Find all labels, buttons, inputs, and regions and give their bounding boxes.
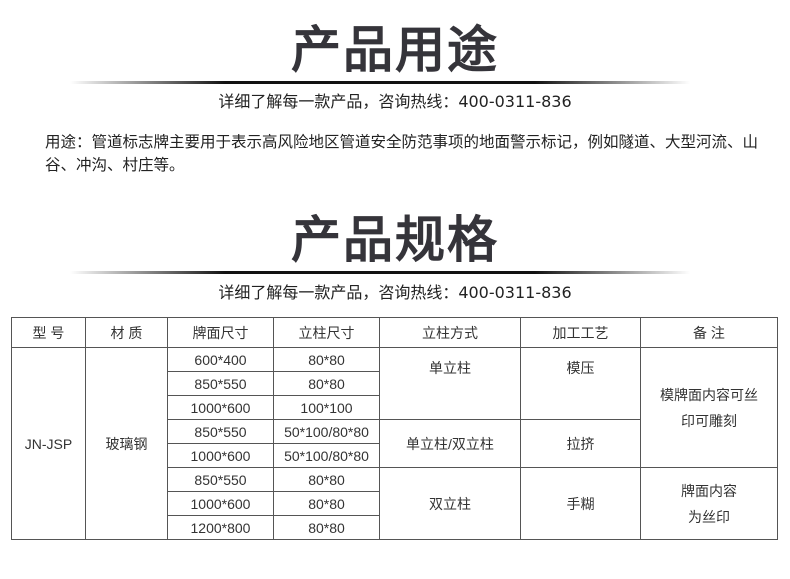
panel-size: 600*400: [167, 347, 274, 372]
post-size: 80*80: [273, 515, 380, 540]
post-size: 80*80: [273, 371, 380, 396]
mount-cell: 双立柱: [379, 467, 521, 540]
usage-title: 产品用途: [291, 21, 499, 79]
header-post-size: 立柱尺寸: [273, 317, 380, 348]
notes-cell: 牌面内容为丝印: [640, 467, 778, 540]
table-row: 1000*600 100*100: [12, 395, 778, 420]
panel-size: 850*550: [167, 419, 274, 444]
post-size: 80*80: [273, 467, 380, 492]
process-cell: 手糊: [520, 467, 641, 540]
spec-title: 产品规格: [291, 211, 499, 269]
header-model: 型 号: [11, 317, 86, 348]
post-size: 100*100: [273, 395, 380, 420]
header-mount: 立柱方式: [379, 317, 521, 348]
table-row: 850*550 50*100/80*80 单立柱/双立柱 拉挤: [12, 419, 778, 468]
panel-size: 1200*800: [167, 515, 274, 540]
panel-size: 1000*600: [167, 491, 274, 516]
process-cell: 拉挤: [520, 419, 641, 468]
mount-cell: 单立柱: [379, 347, 521, 420]
header-notes: 备 注: [640, 317, 778, 348]
mount-cell: 单立柱/双立柱: [379, 419, 521, 468]
panel-size: 1000*600: [167, 395, 274, 420]
panel-size: 850*550: [167, 467, 274, 492]
post-size: 80*80: [273, 491, 380, 516]
table-header-row: 型 号 材 质 牌面尺寸 立柱尺寸 立柱方式 加工工艺 备 注: [11, 317, 778, 348]
post-size: 50*100/80*80: [273, 419, 380, 444]
table-row: 850*550 80*80: [12, 371, 778, 396]
panel-size: 850*550: [167, 371, 274, 396]
table-row: 1000*600 50*100/80*80: [12, 443, 778, 468]
spec-hotline: 详细了解每一款产品，咨询热线：400-0311-836: [218, 283, 572, 302]
notes-cell: 模牌面内容可丝印可雕刻: [640, 347, 778, 468]
post-size: 80*80: [273, 347, 380, 372]
panel-size: 1000*600: [167, 443, 274, 468]
table-row: 1200*800 80*80: [12, 515, 778, 540]
header-process: 加工工艺: [520, 317, 641, 348]
table-row: JN-JSP 玻璃钢 600*400 80*80 单立柱 模压 模牌面内容可丝印…: [11, 347, 778, 540]
usage-hotline: 详细了解每一款产品，咨询热线：400-0311-836: [218, 92, 572, 111]
spec-table: 型 号 材 质 牌面尺寸 立柱尺寸 立柱方式 加工工艺 备 注 JN-JSP 玻…: [11, 317, 778, 540]
header-material: 材 质: [85, 317, 168, 348]
process-cell: 模压: [520, 347, 641, 420]
usage-description: 用途：管道标志牌主要用于表示高风险地区管道安全防范事项的地面警示标记，例如隧道、…: [45, 133, 759, 174]
table-row: 850*550 80*80 双立柱 手糊 牌面内容为丝印: [12, 467, 778, 540]
material-cell: 玻璃钢: [85, 347, 168, 540]
post-size: 50*100/80*80: [273, 443, 380, 468]
table-row: 1000*600 80*80: [12, 491, 778, 516]
header-panel-size: 牌面尺寸: [167, 317, 274, 348]
model-cell: JN-JSP: [11, 347, 86, 540]
title-divider: [70, 81, 690, 84]
title-divider: [70, 271, 690, 274]
